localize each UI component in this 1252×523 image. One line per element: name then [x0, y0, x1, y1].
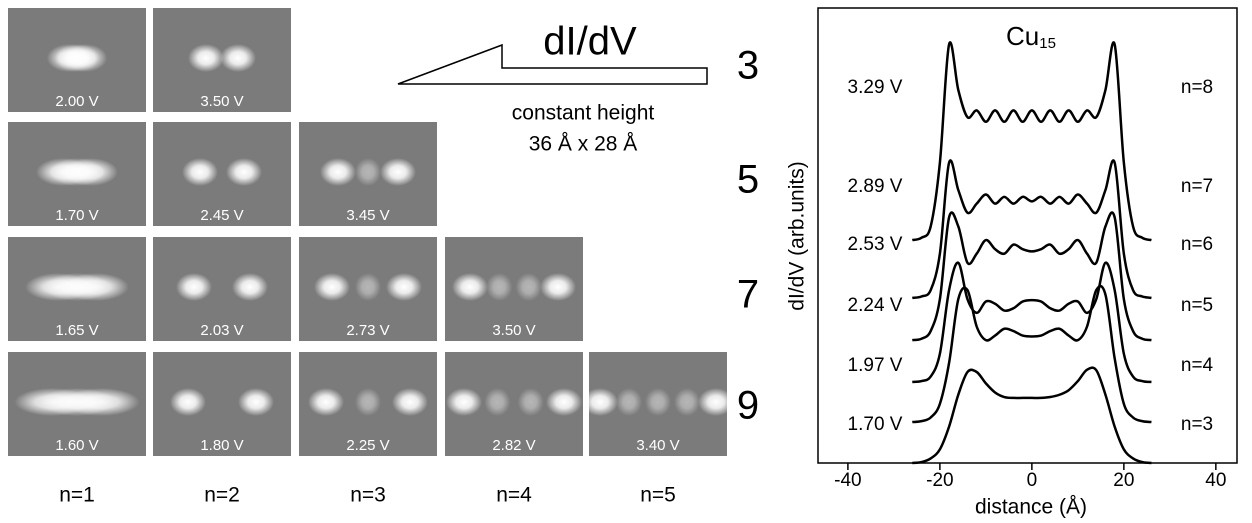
tile-label: 1.65 V	[55, 322, 98, 339]
x-tick-label: 40	[1205, 470, 1226, 491]
stm-blob	[698, 388, 734, 416]
stm-blob	[355, 388, 381, 416]
stm-blob	[380, 158, 416, 186]
stm-blob	[674, 388, 700, 416]
stm-blob	[546, 388, 582, 416]
stm-blob	[446, 388, 482, 416]
stm-blob	[320, 158, 356, 186]
stm-blob	[63, 158, 118, 186]
stm-blob	[386, 273, 422, 301]
chart-title: Cu15	[1006, 21, 1056, 52]
stm-blob	[452, 273, 488, 301]
stm-blob	[484, 388, 511, 416]
stm-blob	[540, 273, 576, 301]
stm-blob	[486, 273, 513, 301]
voltage-label: 1.97 V	[848, 355, 903, 376]
spectrum-line	[912, 211, 1152, 342]
series-label: n=7	[1181, 176, 1213, 197]
stm-blob	[238, 388, 274, 416]
y-axis-label: dI/dV (arb.units)	[786, 161, 809, 310]
tile-label: 2.25 V	[346, 437, 389, 454]
stm-blob	[314, 273, 350, 301]
voltage-label: 1.70 V	[848, 414, 903, 435]
stm-blob	[308, 388, 344, 416]
column-label: n=5	[640, 484, 676, 507]
stm-blob	[226, 158, 262, 186]
title-main: Cu	[1006, 21, 1039, 51]
voltage-label: 2.24 V	[848, 295, 903, 316]
stm-blob	[176, 273, 212, 301]
column-label: n=4	[496, 484, 532, 507]
tile-label: 3.50 V	[492, 322, 535, 339]
column-label: n=3	[350, 484, 386, 507]
stm-blob	[616, 388, 642, 416]
series-label: n=6	[1181, 234, 1213, 255]
spectrum-line	[912, 366, 1152, 465]
spectrum-line	[912, 261, 1152, 384]
stm-blob	[517, 388, 544, 416]
size-label: 36 Å x 28 Å	[529, 133, 638, 156]
column-label: n=2	[204, 484, 240, 507]
voltage-label: 2.53 V	[848, 234, 903, 255]
tile-label: 1.70 V	[55, 207, 98, 224]
spectrum-line	[911, 41, 1152, 242]
stm-blob	[582, 388, 618, 416]
stm-blob	[63, 44, 108, 72]
stm-blob	[645, 388, 671, 416]
series-label: n=3	[1181, 414, 1213, 435]
stm-blob	[182, 158, 218, 186]
plot-frame	[817, 7, 1238, 464]
tile-label: 2.00 V	[55, 93, 98, 110]
row-label: 3	[737, 44, 759, 88]
stm-blob	[220, 44, 256, 72]
x-tick-label: -20	[926, 470, 953, 491]
x-tick-label: 0	[1027, 470, 1038, 491]
voltage-label: 3.29 V	[848, 77, 903, 98]
series-label: n=4	[1181, 355, 1214, 376]
tile-label: 2.45 V	[200, 207, 243, 224]
stm-blob	[63, 388, 140, 416]
stm-blob	[232, 273, 268, 301]
stm-blob	[188, 44, 224, 72]
tile-label: 3.40 V	[636, 437, 679, 454]
row-label: 7	[737, 273, 759, 317]
stm-blob	[355, 273, 381, 301]
tile-label: 2.73 V	[346, 322, 389, 339]
series-label: n=8	[1181, 77, 1213, 98]
stm-blob	[355, 158, 381, 186]
stm-blob	[515, 273, 542, 301]
tile-label: 1.80 V	[200, 437, 243, 454]
column-label: n=1	[59, 484, 95, 507]
title-subscript: 15	[1039, 35, 1056, 52]
voltage-label: 2.89 V	[848, 176, 903, 197]
tile-label: 2.82 V	[492, 437, 535, 454]
tile-label: 3.45 V	[346, 207, 389, 224]
signal-label: dI/dV	[543, 20, 637, 64]
tile-label: 2.03 V	[200, 322, 243, 339]
stm-blob	[63, 273, 129, 301]
tip-wedge	[397, 43, 708, 85]
series-label: n=5	[1181, 295, 1213, 316]
stm-tile	[153, 237, 291, 341]
x-tick-label: 20	[1113, 470, 1134, 491]
tile-label: 1.60 V	[55, 437, 98, 454]
spectrum-line	[912, 159, 1152, 300]
stm-tile	[153, 122, 291, 226]
x-axis-label: distance (Å)	[975, 496, 1087, 519]
x-tick-label: -40	[834, 470, 861, 491]
mode-label: constant height	[512, 102, 655, 125]
stm-blob	[170, 388, 206, 416]
row-label: 9	[737, 384, 759, 428]
tile-label: 3.50 V	[200, 93, 243, 110]
stm-blob	[392, 388, 428, 416]
spectrum-line	[912, 284, 1152, 424]
row-label: 5	[737, 158, 759, 202]
